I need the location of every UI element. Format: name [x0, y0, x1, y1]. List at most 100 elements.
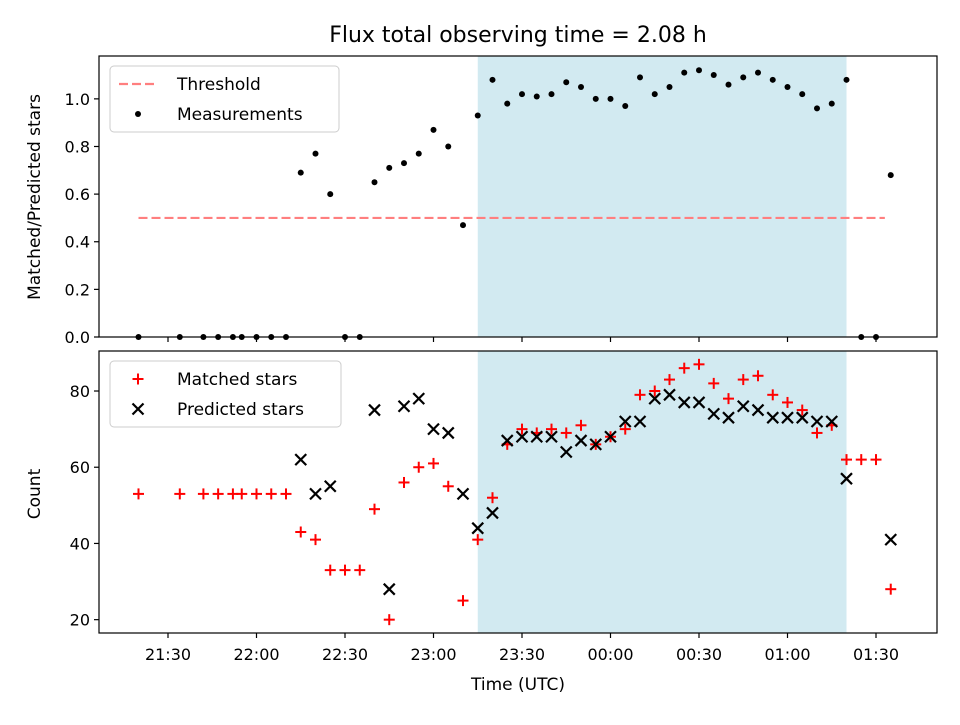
data-point	[633, 415, 647, 428]
data-point-stroke	[427, 422, 440, 436]
data-point	[197, 488, 209, 500]
data-point	[592, 95, 599, 102]
data-point	[471, 521, 485, 535]
x-tick-label: 23:00	[410, 645, 456, 664]
data-point	[297, 169, 304, 176]
legend-label: Measurements	[177, 105, 303, 125]
highlight-span	[477, 56, 847, 337]
data-point-stroke	[574, 434, 588, 447]
data-point-stroke	[309, 487, 322, 501]
data-point-stroke	[456, 487, 470, 501]
series-measurements	[135, 67, 894, 340]
data-point-stroke	[530, 430, 544, 444]
y-tick-label: 80	[70, 382, 90, 401]
data-point	[413, 461, 425, 473]
bottom-y-axis-label: Count	[25, 468, 45, 519]
data-point	[324, 564, 336, 576]
data-point-stroke	[707, 407, 721, 421]
legend-label: Predicted stars	[177, 400, 304, 420]
data-point	[339, 564, 351, 576]
data-point-stroke	[368, 403, 381, 417]
data-point	[663, 388, 676, 402]
data-point	[442, 480, 454, 492]
data-point	[696, 67, 702, 74]
data-point	[769, 76, 776, 83]
data-point-stroke	[294, 453, 308, 466]
data-point	[710, 72, 717, 79]
data-point	[456, 487, 470, 501]
data-point	[574, 434, 588, 447]
data-point	[354, 564, 366, 576]
data-point	[884, 533, 898, 546]
data-point	[563, 79, 570, 86]
data-point	[474, 112, 481, 119]
data-point	[486, 506, 499, 520]
data-point-stroke	[618, 415, 632, 428]
data-point-stroke	[515, 430, 529, 444]
data-point-stroke	[884, 533, 898, 546]
data-point	[236, 488, 248, 500]
data-point	[828, 100, 835, 107]
top-y-axis-label: Matched/Predicted stars	[25, 94, 45, 300]
data-point	[500, 434, 514, 447]
data-point	[678, 362, 690, 374]
data-point	[397, 399, 411, 413]
data-point	[548, 91, 555, 98]
data-point-stroke	[589, 438, 603, 451]
data-point	[519, 91, 525, 98]
data-point	[457, 595, 469, 607]
data-point	[487, 492, 498, 504]
data-point	[810, 415, 824, 428]
data-point	[841, 454, 852, 466]
data-point	[649, 385, 661, 397]
data-point-stroke	[825, 415, 839, 428]
data-point	[441, 426, 455, 440]
data-point	[589, 438, 603, 451]
bottom-panel: 20 40 60 80 21:30 22:00 22:30 23:00 23:30 00:00 00…	[70, 350, 938, 664]
top-panel: 0.0 0.2 0.4 0.6 0.8 1.0 Threshold Measurements	[65, 55, 938, 347]
data-point	[708, 377, 720, 389]
data-point	[725, 81, 732, 88]
data-point-stroke	[382, 582, 396, 596]
data-point-stroke	[412, 392, 426, 405]
data-point	[799, 91, 806, 98]
data-point	[578, 83, 584, 90]
data-point	[560, 427, 572, 439]
plot-frame	[98, 350, 938, 634]
data-point	[401, 160, 407, 167]
y-tick-label: 0.6	[65, 185, 90, 204]
data-point	[681, 69, 688, 76]
data-point-stroke	[500, 434, 514, 447]
data-point-stroke	[766, 411, 780, 424]
data-point	[516, 423, 528, 435]
legend: Matched stars Predicted stars	[109, 360, 342, 428]
data-point	[637, 74, 643, 81]
data-point	[814, 105, 820, 112]
data-point	[840, 472, 853, 485]
y-tick-label: 1.0	[65, 90, 90, 109]
data-point	[781, 411, 794, 424]
data-point-stroke	[545, 430, 558, 444]
data-point	[575, 419, 587, 431]
data-point	[751, 403, 765, 417]
data-point-stroke	[781, 411, 794, 424]
data-point-stroke	[633, 415, 647, 428]
data-point	[460, 222, 466, 229]
legend-label: Threshold	[176, 75, 261, 95]
data-point	[651, 91, 658, 98]
data-point	[312, 150, 319, 157]
data-point	[294, 453, 308, 466]
data-point	[723, 393, 734, 405]
x-tick-label: 01:00	[764, 645, 810, 664]
data-point-stroke	[559, 445, 573, 459]
data-point-stroke	[692, 396, 706, 409]
data-point	[427, 422, 440, 436]
data-point	[472, 534, 484, 546]
data-point	[619, 423, 631, 435]
data-point-stroke	[323, 480, 337, 493]
data-point	[766, 411, 780, 424]
data-point	[855, 454, 867, 466]
data-point	[371, 179, 378, 186]
